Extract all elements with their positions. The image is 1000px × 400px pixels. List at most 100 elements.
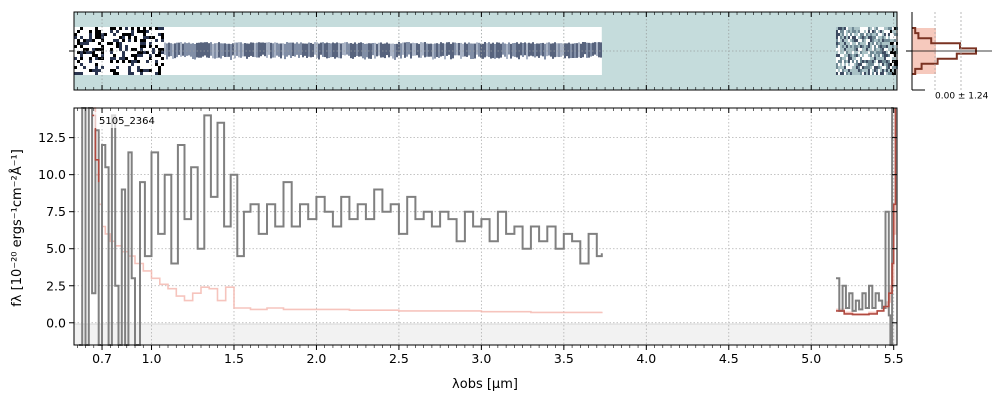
noise-pixel (893, 39, 896, 42)
trace-column (170, 43, 172, 57)
noise-pixel (847, 42, 850, 45)
trace-pixel (143, 45, 146, 48)
trace-column (346, 42, 348, 55)
noise-pixel (883, 48, 886, 51)
noise-pixel (873, 69, 876, 72)
noise-pixel (893, 48, 896, 51)
trace-pixel (98, 30, 101, 33)
noise-pixel (853, 60, 856, 63)
noise-pixel (851, 45, 854, 48)
noise-pixel (883, 33, 886, 36)
trace-pixel (116, 45, 119, 48)
trace-column (244, 43, 246, 57)
noise-pixel (887, 39, 890, 42)
trace-pixel (128, 33, 131, 36)
trace-column (568, 42, 570, 59)
noise-pixel (861, 63, 864, 66)
trace-column (426, 43, 428, 57)
noise-pixel (865, 69, 868, 72)
noise-pixel (889, 69, 892, 72)
noise-pixel (839, 36, 842, 39)
noise-pixel (851, 48, 854, 51)
noise-pixel (877, 45, 880, 48)
trace-pixel (113, 27, 116, 30)
trace-column (452, 42, 454, 59)
noise-pixel (885, 66, 888, 69)
trace-pixel (140, 72, 143, 75)
noise-pixel (869, 48, 872, 51)
noise-pixel (839, 57, 842, 60)
noise-pixel (859, 27, 862, 30)
trace-pixel (140, 39, 143, 42)
noise-pixel (845, 36, 848, 39)
noise-pixel (855, 66, 858, 69)
noise-pixel (869, 42, 872, 45)
trace-pixel (128, 72, 131, 75)
trace-pixel (125, 33, 128, 36)
noise-pixel (857, 57, 860, 60)
trace-pixel (143, 69, 146, 72)
noise-pixel (851, 33, 854, 36)
trace-pixel (134, 57, 137, 60)
noise-pixel (861, 51, 864, 54)
noise-pixel (839, 60, 842, 63)
trace-column (544, 43, 546, 60)
noise-pixel (861, 45, 864, 48)
noise-pixel (845, 57, 848, 60)
trace-pixel (122, 36, 125, 39)
noise-pixel (871, 45, 874, 48)
trace-pixel (80, 57, 83, 60)
noise-pixel (859, 63, 862, 66)
trace-column (196, 42, 198, 58)
trace-pixel (131, 33, 134, 36)
trace-column (318, 43, 320, 60)
noise-pixel (843, 48, 846, 51)
noise-pixel (843, 36, 846, 39)
noise-pixel (857, 39, 860, 42)
noise-pixel (865, 36, 868, 39)
noise-pixel (837, 51, 840, 54)
noise-pixel (857, 54, 860, 57)
noise-pixel (843, 54, 846, 57)
trace-column (502, 42, 504, 55)
trace-column (360, 42, 362, 57)
trace-column (460, 42, 462, 59)
noise-pixel (859, 39, 862, 42)
trace-column (386, 42, 388, 56)
trace-pixel (149, 27, 152, 30)
trace-pixel (95, 48, 98, 51)
trace-pixel (110, 57, 113, 60)
trace-pixel (80, 45, 83, 48)
trace-pixel (155, 39, 158, 42)
noise-pixel (875, 33, 878, 36)
noise-pixel (883, 72, 886, 75)
noise-pixel (849, 54, 852, 57)
noise-pixel (837, 45, 840, 48)
trace-column (296, 42, 298, 55)
trace-column (186, 43, 188, 56)
noise-pixel (843, 27, 846, 30)
noise-pixel (877, 51, 880, 54)
trace-column (464, 42, 466, 57)
noise-pixel (839, 63, 842, 66)
noise-pixel (853, 36, 856, 39)
trace-column (326, 42, 328, 59)
noise-pixel (863, 54, 866, 57)
noise-pixel (889, 27, 892, 30)
trace-pixel (128, 69, 131, 72)
noise-pixel (849, 45, 852, 48)
noise-pixel (859, 45, 862, 48)
noise-pixel (879, 72, 882, 75)
model-series-line (836, 108, 897, 316)
noise-pixel (851, 57, 854, 60)
trace-pixel (128, 60, 131, 63)
noise-pixel (865, 63, 868, 66)
trace-pixel (158, 27, 161, 30)
noise-pixel (875, 51, 878, 54)
trace-column (312, 43, 314, 57)
trace-pixel (125, 27, 128, 30)
trace-column (272, 43, 274, 58)
noise-pixel (889, 57, 892, 60)
noise-pixel (889, 63, 892, 66)
trace-pixel (110, 69, 113, 72)
